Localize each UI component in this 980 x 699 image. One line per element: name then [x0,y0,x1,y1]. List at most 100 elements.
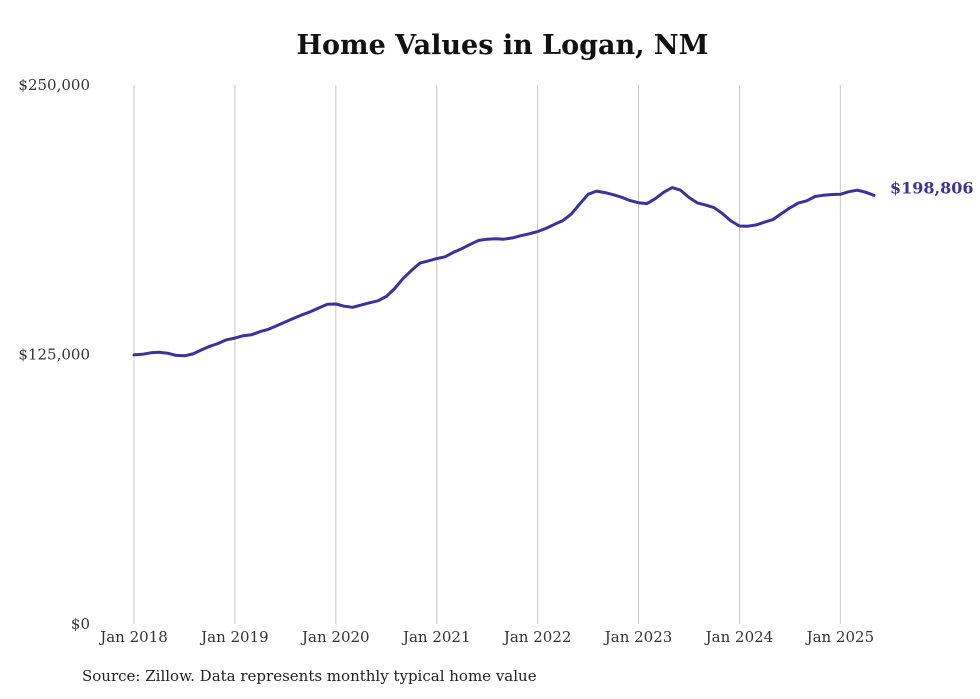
y-tick-label: $125,000 [18,346,90,364]
data-point [132,353,136,357]
data-point [662,191,665,194]
data-point [149,351,152,354]
data-point [696,201,699,205]
data-point [561,219,565,222]
x-axis-ticks: Jan 2018 Jan 2019 Jan 2020 Jan 2021 Jan 2022… [98,628,874,646]
data-point [763,220,766,224]
data-point [755,223,758,227]
data-point [275,324,279,327]
data-point [166,352,169,355]
data-point [435,257,438,260]
x-tick-label: Jan 2018 [98,628,168,646]
data-point [813,195,817,198]
data-point [864,191,867,194]
data-point [746,225,750,228]
data-point [486,238,489,241]
data-point [771,218,775,221]
data-point [158,351,161,354]
y-tick-label: $0 [71,615,90,633]
data-point [553,223,556,226]
data-point [654,197,657,200]
data-point [317,306,321,310]
data-point [393,287,396,290]
data-point [477,239,480,242]
data-point [334,302,337,306]
data-point [628,199,632,202]
data-point [780,212,783,215]
data-point [839,193,842,196]
data-point [502,238,506,241]
data-point [805,199,808,202]
data-point [645,202,649,205]
y-tick-label: $250,000 [18,76,90,94]
x-gridlines [133,85,841,624]
data-point [603,191,607,194]
series-layer [132,186,876,358]
data-point [544,227,548,230]
annotation-layer: $198,806 [890,178,974,197]
data-point [586,193,590,196]
data-point [679,189,682,192]
data-point [401,277,405,280]
data-point [738,224,741,228]
data-point [141,353,144,356]
x-tick-label: Jan 2019 [199,628,269,646]
data-point [494,237,497,240]
data-point [511,236,514,240]
data-point [536,230,539,233]
data-point [183,354,186,357]
data-point [376,299,380,302]
data-point [595,189,598,193]
data-point [872,194,876,197]
data-point [713,206,716,209]
data-point [452,251,455,254]
data-point [570,212,573,216]
series-line [132,186,876,358]
data-point [519,234,522,237]
data-point [410,269,413,272]
data-point [326,303,329,306]
x-tick-label: Jan 2024 [704,628,774,646]
data-point [200,348,203,352]
data-point [301,313,304,316]
data-point [460,247,464,250]
data-point [427,259,430,263]
y-axis-ticks: $0 $125,000 $250,000 [18,76,90,633]
data-point [359,303,363,307]
data-point [309,310,312,313]
data-point [687,196,691,199]
data-point [267,328,270,331]
data-point [242,334,245,337]
data-point [469,243,472,246]
x-tick-label: Jan 2020 [300,628,370,646]
end-value-label: $198,806 [890,178,974,197]
data-point [637,201,640,204]
data-point [704,203,707,207]
data-point [612,193,615,196]
data-point [443,255,447,258]
data-point [216,342,220,345]
data-point [343,305,346,308]
x-tick-label: Jan 2021 [401,628,471,646]
x-tick-label: Jan 2022 [502,628,572,646]
data-point [368,301,371,304]
data-point [225,338,228,341]
data-point [822,194,825,197]
data-point [174,354,178,357]
data-point [847,190,850,193]
x-tick-label: Jan 2025 [805,628,875,646]
data-point [856,189,859,192]
data-point [191,352,195,356]
data-point [250,333,253,336]
data-point [729,219,733,223]
data-point [671,186,674,189]
chart-title: Home Values in Logan, NM [296,30,709,61]
data-point [721,212,724,215]
data-point [258,330,262,333]
data-point [351,306,354,309]
data-point [292,317,295,320]
source-note: Source: Zillow. Data represents monthly … [82,667,537,685]
data-point [578,202,581,206]
data-point [284,320,287,324]
